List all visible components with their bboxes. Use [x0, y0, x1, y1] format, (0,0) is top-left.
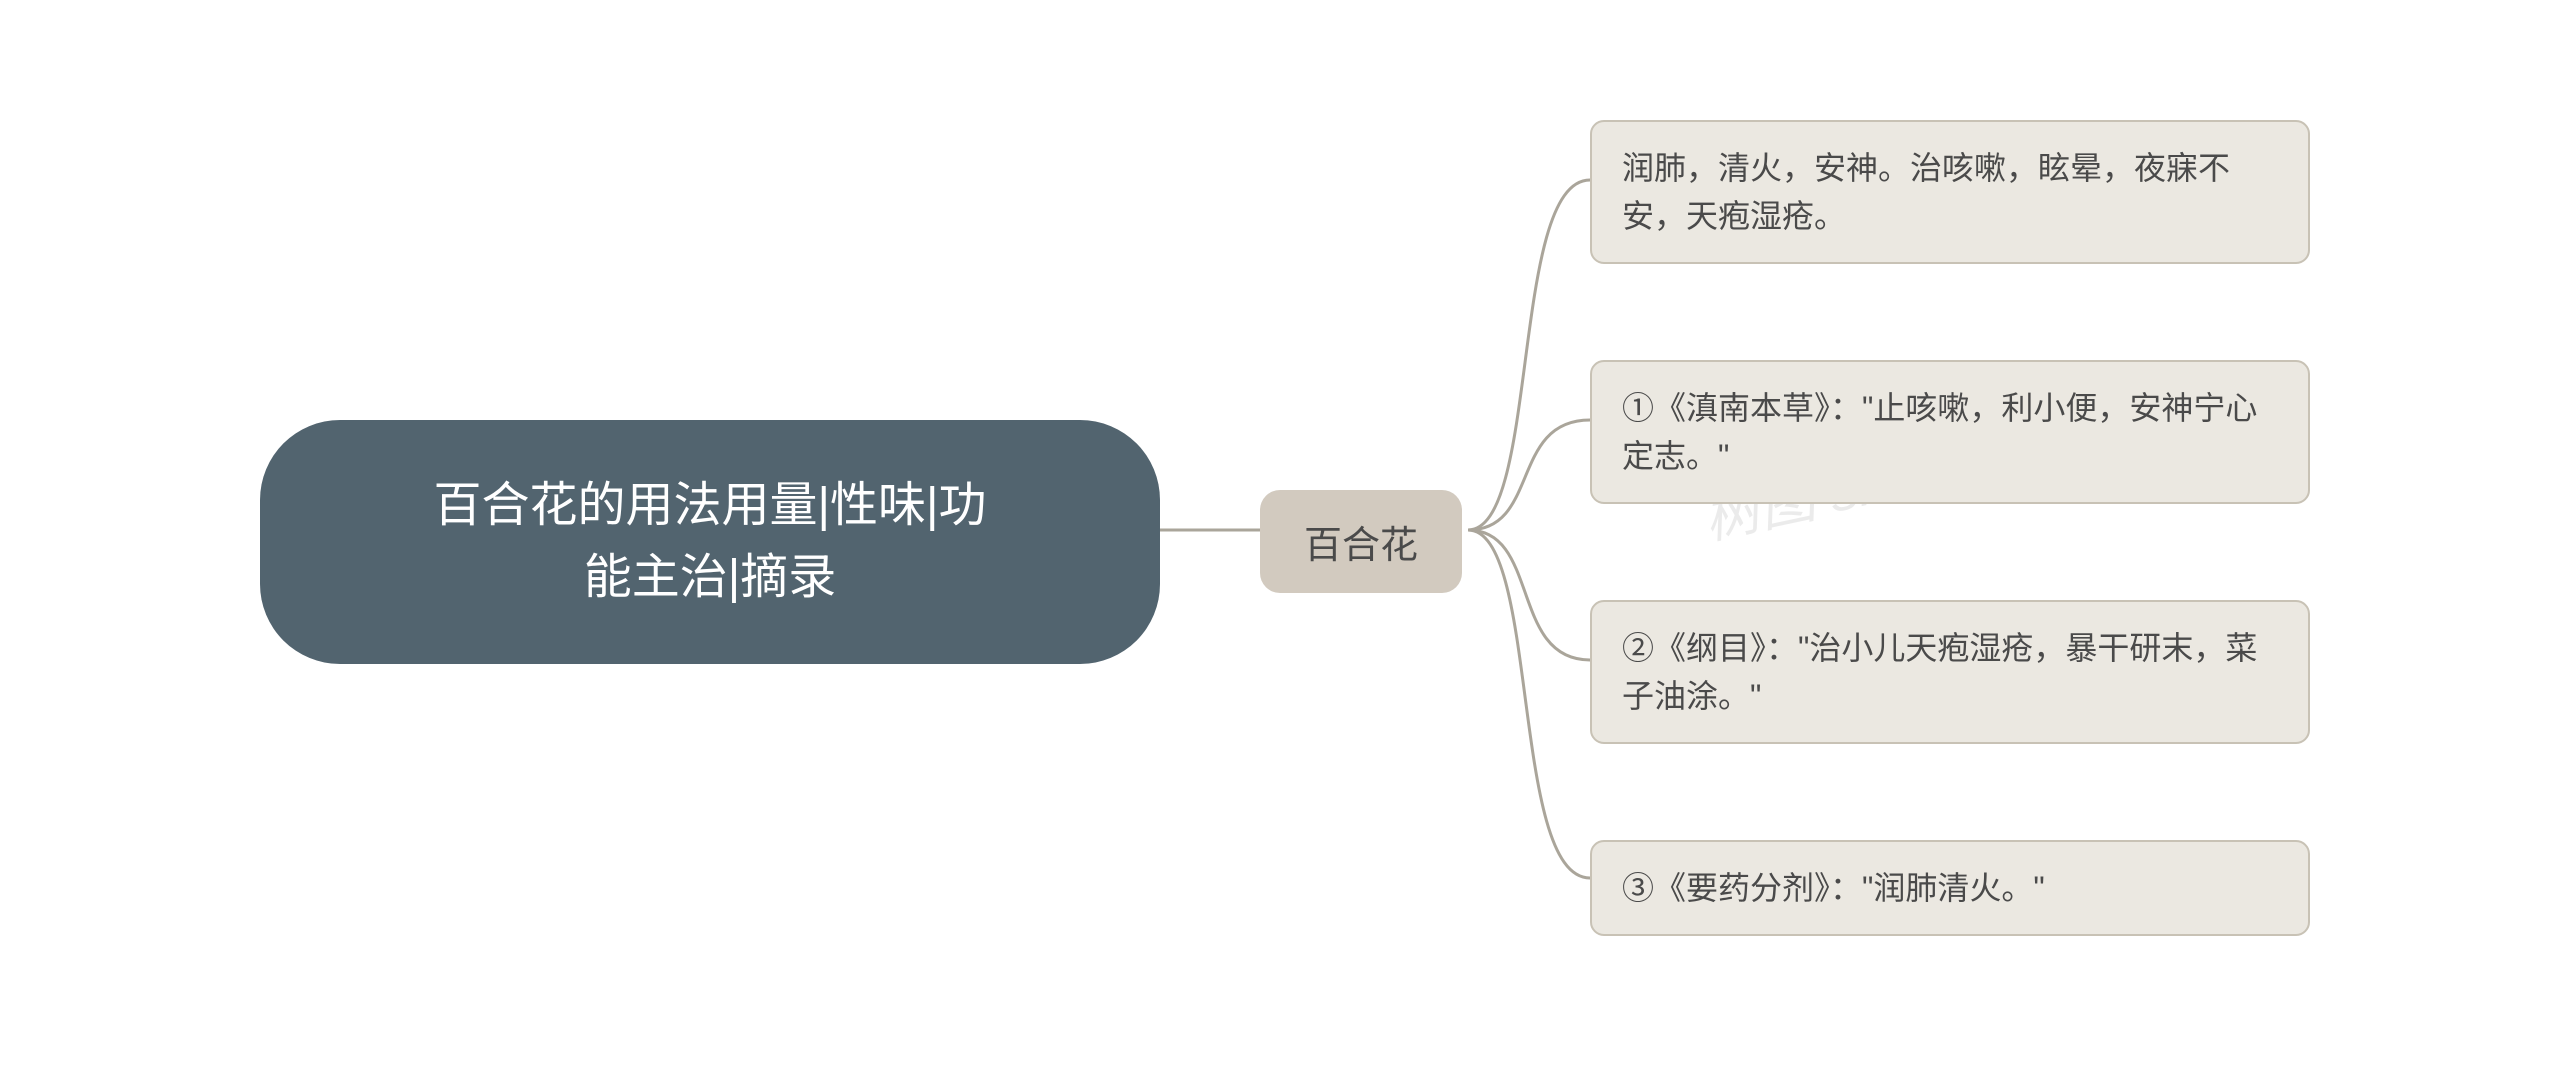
root-node-line2: 能主治|摘录: [584, 551, 836, 604]
connector-level1-leaf-1: [1468, 420, 1590, 530]
level1-node-label: 百合花: [1304, 525, 1418, 567]
level1-node[interactable]: 百合花: [1260, 490, 1462, 593]
root-node-line1: 百合花的用法用量|性味|功: [434, 479, 987, 532]
connector-level1-leaf-3: [1468, 530, 1590, 878]
connector-level1-leaf-0: [1468, 180, 1590, 530]
leaf-node-0-text: 润肺，清火，安神。治咳嗽，眩晕，夜寐不安，天疱湿疮。: [1622, 150, 2230, 234]
connector-level1-leaf-2: [1468, 530, 1590, 660]
leaf-node-2[interactable]: ②《纲目》："治小儿天疱湿疮，暴干研末，菜子油涂。": [1590, 600, 2310, 744]
leaf-node-1-text: ①《滇南本草》："止咳嗽，利小便，安神宁心定志。": [1622, 390, 2257, 474]
leaf-node-0[interactable]: 润肺，清火，安神。治咳嗽，眩晕，夜寐不安，天疱湿疮。: [1590, 120, 2310, 264]
root-node[interactable]: 百合花的用法用量|性味|功 能主治|摘录: [260, 420, 1160, 664]
leaf-node-2-text: ②《纲目》："治小儿天疱湿疮，暴干研末，菜子油涂。": [1622, 630, 2257, 714]
leaf-node-3[interactable]: ③《要药分剂》："润肺清火。": [1590, 840, 2310, 936]
leaf-node-3-text: ③《要药分剂》："润肺清火。": [1622, 870, 2045, 906]
mindmap-canvas: 树图 shutu.cn 树图 shutu.cn 百合花的用法用量|性味|功 能主…: [0, 0, 2560, 1079]
leaf-node-1[interactable]: ①《滇南本草》："止咳嗽，利小便，安神宁心定志。": [1590, 360, 2310, 504]
